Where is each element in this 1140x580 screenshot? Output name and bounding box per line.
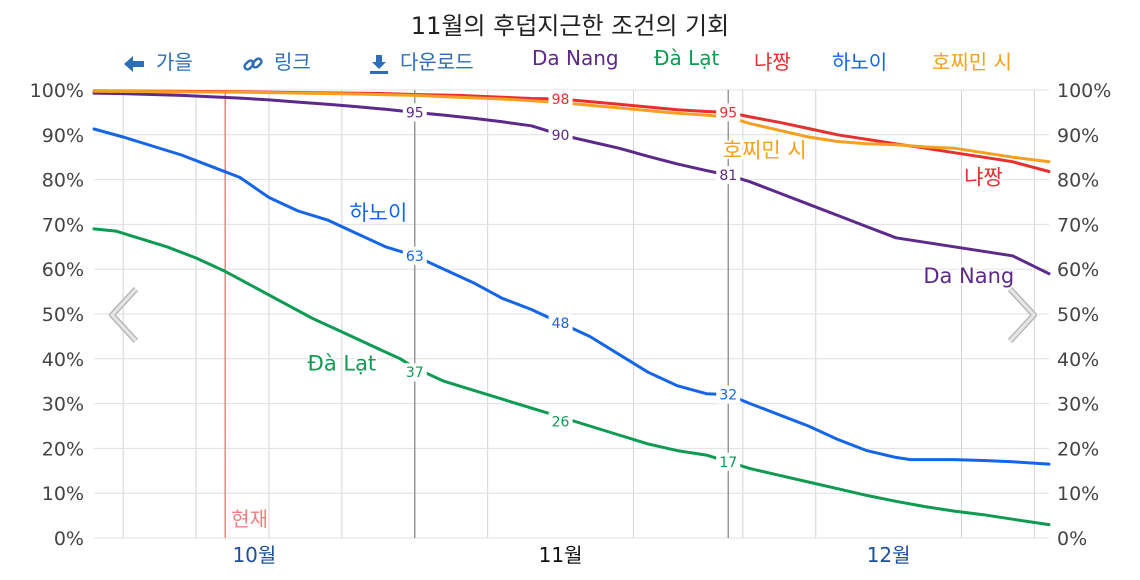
next-arrow[interactable]: [1002, 285, 1042, 345]
y-tick-label-left: 90%: [42, 125, 84, 147]
data-label-bg: [716, 103, 741, 122]
data-label-bg: [548, 89, 573, 108]
series-inline-label: Đà Lạt: [308, 351, 377, 375]
y-tick-label-right: 50%: [1057, 304, 1099, 326]
series-inline-label: 냐짱: [964, 165, 1003, 189]
now-label: 현재: [231, 507, 268, 531]
chevron-right-icon: [1007, 286, 1037, 344]
y-tick-label-right: 70%: [1057, 214, 1099, 236]
legend-hanoi[interactable]: 하노이: [832, 50, 888, 74]
legend-nha-trang[interactable]: 냐짱: [754, 50, 791, 74]
month-label: 11월: [539, 543, 583, 567]
series-inline-label: 호찌민 시: [723, 138, 807, 162]
data-label-bg: [548, 125, 573, 144]
data-label: 32: [719, 388, 737, 404]
data-label-bg: [402, 103, 427, 122]
link-button[interactable]: 링크: [242, 46, 311, 75]
series-line: [92, 91, 1051, 276]
data-label: 63: [406, 249, 424, 265]
back-label: 가을: [156, 50, 193, 74]
y-tick-label-right: 80%: [1057, 170, 1099, 192]
data-label-bg: [548, 313, 573, 332]
y-tick-label-right: 30%: [1057, 394, 1099, 416]
y-tick-label-right: 20%: [1057, 438, 1099, 460]
series-line: [92, 227, 1051, 527]
data-label: 95: [406, 105, 424, 121]
data-label: 90: [552, 128, 570, 144]
link-label: 링크: [274, 50, 311, 74]
download-icon: [370, 54, 388, 74]
chart-title: 11월의 후덥지근한 조건의 기회: [410, 12, 730, 40]
data-label: 98: [552, 92, 570, 108]
y-tick-label-right: 60%: [1057, 259, 1099, 281]
y-tick-label-left: 60%: [42, 259, 84, 281]
data-label-bg: [716, 166, 741, 185]
series-line: [92, 127, 1051, 466]
y-tick-label-left: 50%: [42, 304, 84, 326]
download-label: 다운로드: [400, 50, 474, 74]
y-tick-label-left: 0%: [54, 528, 84, 550]
y-tick-label-left: 80%: [42, 170, 84, 192]
y-tick-label-left: 30%: [42, 394, 84, 416]
y-tick-label-right: 10%: [1057, 483, 1099, 505]
y-tick-label-right: 100%: [1057, 80, 1111, 102]
legend-ho-chi-minh[interactable]: 호찌민 시: [932, 50, 1012, 74]
data-label-bg: [548, 412, 573, 431]
data-label: 48: [552, 316, 570, 332]
legend-da-lat[interactable]: Đà Lạt: [654, 46, 720, 70]
y-tick-label-left: 10%: [42, 483, 84, 505]
prev-arrow[interactable]: [104, 285, 144, 345]
y-tick-label-left: 70%: [42, 214, 84, 236]
series-inline-label: 하노이: [349, 201, 407, 225]
data-label-bg: [716, 385, 741, 404]
arrow-left-icon: [124, 55, 144, 72]
data-label-bg: [716, 452, 741, 471]
data-label: 37: [406, 365, 424, 381]
y-tick-label-right: 40%: [1057, 349, 1099, 371]
data-label: 95: [719, 105, 737, 121]
download-button[interactable]: 다운로드: [368, 46, 474, 75]
data-label-bg: [402, 363, 427, 382]
month-label: 12월: [867, 543, 911, 567]
data-label: 17: [719, 455, 737, 471]
chevron-left-icon: [109, 286, 139, 344]
data-label-bg: [402, 246, 427, 265]
y-tick-label-left: 20%: [42, 438, 84, 460]
series-line: [92, 89, 1051, 164]
back-button[interactable]: 가을: [122, 46, 193, 75]
series-inline-label: Da Nang: [923, 264, 1014, 288]
data-label: 26: [552, 415, 570, 431]
link-icon: [243, 56, 263, 71]
legend-da-nang[interactable]: Da Nang: [532, 46, 619, 70]
y-tick-label-right: 0%: [1057, 528, 1087, 550]
y-tick-label-left: 100%: [30, 80, 84, 102]
month-label: 10월: [232, 543, 276, 567]
y-tick-label-right: 90%: [1057, 125, 1099, 147]
y-tick-label-left: 40%: [42, 349, 84, 371]
data-label: 81: [719, 168, 737, 184]
toolbar: 가을 링크 다운로드 Da Nang Đà Lạt 냐짱 하노이 호찌민 시: [0, 46, 1140, 80]
